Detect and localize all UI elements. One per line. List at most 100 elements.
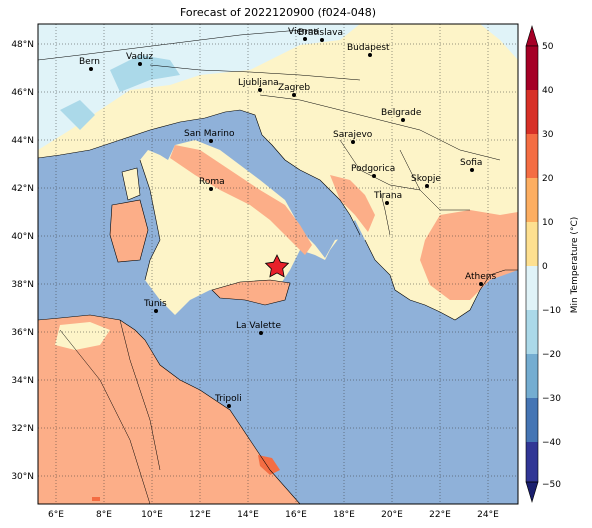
colorbar-segment xyxy=(526,310,538,354)
sea-region xyxy=(38,110,518,504)
city-skopje: Skopje xyxy=(411,174,441,188)
svg-text:Sarajevo: Sarajevo xyxy=(333,130,373,140)
svg-text:Vaduz: Vaduz xyxy=(126,52,153,62)
colorbar-segment xyxy=(526,134,538,178)
city-tirana: Tirana xyxy=(373,191,402,205)
svg-text:46°N: 46°N xyxy=(11,88,34,98)
svg-text:Ljubljana: Ljubljana xyxy=(238,78,279,88)
colorbar-segment xyxy=(526,398,538,442)
svg-text:Budapest: Budapest xyxy=(347,43,390,53)
svg-text:Podgorica: Podgorica xyxy=(351,164,395,174)
map-title: Forecast of 2022120900 (f024-048) xyxy=(179,6,377,19)
north-africa-land xyxy=(38,315,300,504)
svg-text:Zagreb: Zagreb xyxy=(278,83,310,93)
svg-text:42°N: 42°N xyxy=(11,184,34,194)
city-ljubljana: Ljubljana xyxy=(238,78,279,92)
svg-text:18°E: 18°E xyxy=(333,510,355,520)
colder-region-alps-2 xyxy=(60,100,95,130)
coastlines xyxy=(38,109,518,504)
svg-text:Bern: Bern xyxy=(79,57,100,67)
city-vienna: Vienna xyxy=(288,27,319,41)
svg-text:Vienna: Vienna xyxy=(288,27,319,37)
colorbar-segment xyxy=(526,354,538,398)
city-san-marino: San Marino xyxy=(184,129,235,143)
svg-text:10: 10 xyxy=(542,218,554,228)
sardinia xyxy=(110,200,148,262)
svg-text:20: 20 xyxy=(542,174,554,184)
svg-text:Bratislava: Bratislava xyxy=(298,28,343,38)
colorbar-top-arrow xyxy=(525,24,539,47)
warm-coast-italy xyxy=(170,145,312,255)
city-podgorica: Podgorica xyxy=(351,164,395,178)
cold-region-alps xyxy=(38,24,360,150)
warm-region-greece xyxy=(420,210,518,300)
colorbar-bottom-arrow xyxy=(525,481,539,504)
map-frame xyxy=(37,23,519,505)
tunisia-cooler xyxy=(55,322,110,350)
svg-text:0: 0 xyxy=(542,262,548,272)
colorbar-segment xyxy=(526,90,538,134)
city-sofia: Sofia xyxy=(460,158,482,172)
svg-text:50: 50 xyxy=(542,42,554,52)
svg-text:Tripoli: Tripoli xyxy=(214,394,242,404)
svg-text:Skopje: Skopje xyxy=(411,174,441,184)
svg-text:36°N: 36°N xyxy=(11,328,34,338)
cold-region-north xyxy=(480,24,518,60)
hot-spot-libya-2 xyxy=(92,497,100,501)
colorbar-segment xyxy=(526,266,538,310)
city-tripoli: Tripoli xyxy=(214,394,242,408)
svg-text:48°N: 48°N xyxy=(11,40,34,50)
city-roma: Roma xyxy=(199,177,225,191)
svg-text:44°N: 44°N xyxy=(11,136,34,146)
svg-text:Tirana: Tirana xyxy=(373,191,402,201)
svg-text:Belgrade: Belgrade xyxy=(381,108,422,118)
svg-text:30°N: 30°N xyxy=(11,472,34,482)
x-axis-ticks: 6°E 8°E 10°E 12°E 14°E 16°E 18°E 20°E 22… xyxy=(48,510,499,520)
city-athens: Athens xyxy=(465,272,496,286)
svg-text:14°E: 14°E xyxy=(237,510,259,520)
city-zagreb: Zagreb xyxy=(278,83,310,97)
map-area: Bern Vaduz Vienna Bratislava Budapest Lj… xyxy=(38,24,518,504)
svg-text:Tunis: Tunis xyxy=(143,299,167,309)
svg-text:−50: −50 xyxy=(542,480,561,490)
svg-text:Roma: Roma xyxy=(199,177,225,187)
svg-text:10°E: 10°E xyxy=(141,510,163,520)
colorbar-segment xyxy=(526,46,538,90)
svg-text:24°E: 24°E xyxy=(477,510,499,520)
colorbar: 50 40 30 20 10 0 −10 −20 −30 −40 −50 Min… xyxy=(525,24,580,504)
y-axis-ticks: 30°N 32°N 34°N 36°N 38°N 40°N 42°N 44°N … xyxy=(11,40,34,482)
svg-text:30: 30 xyxy=(542,130,554,140)
svg-text:San Marino: San Marino xyxy=(184,129,235,139)
svg-text:40: 40 xyxy=(542,86,554,96)
city-bratislava: Bratislava xyxy=(298,28,343,42)
country-borders xyxy=(38,29,501,504)
svg-text:40°N: 40°N xyxy=(11,232,34,242)
svg-text:32°N: 32°N xyxy=(11,424,34,434)
colorbar-tick-labels: 50 40 30 20 10 0 −10 −20 −30 −40 −50 xyxy=(542,42,561,490)
city-la-valette: La Valette xyxy=(236,321,281,335)
svg-text:Sofia: Sofia xyxy=(460,158,482,168)
location-star-marker xyxy=(264,254,290,278)
svg-text:12°E: 12°E xyxy=(189,510,211,520)
svg-text:−20: −20 xyxy=(542,350,561,360)
city-markers: Bern Vaduz Vienna Bratislava Budapest Lj… xyxy=(79,27,496,408)
svg-text:6°E: 6°E xyxy=(48,510,64,520)
gridlines xyxy=(38,24,518,504)
svg-text:34°N: 34°N xyxy=(11,376,34,386)
svg-text:La Valette: La Valette xyxy=(236,321,281,331)
city-sarajevo: Sarajevo xyxy=(333,130,373,144)
svg-text:−10: −10 xyxy=(542,306,561,316)
colorbar-segment xyxy=(526,222,538,266)
city-budapest: Budapest xyxy=(347,43,390,57)
colorbar-segment xyxy=(526,178,538,222)
svg-text:38°N: 38°N xyxy=(11,280,34,290)
city-vaduz: Vaduz xyxy=(126,52,153,66)
svg-text:20°E: 20°E xyxy=(381,510,403,520)
colorbar-label: Min Temperature (°C) xyxy=(570,217,580,314)
city-belgrade: Belgrade xyxy=(381,108,422,122)
colder-region-alps xyxy=(110,55,180,92)
colorbar-segment xyxy=(526,442,538,482)
city-tunis: Tunis xyxy=(143,299,167,313)
city-bern: Bern xyxy=(79,57,100,71)
svg-text:8°E: 8°E xyxy=(96,510,112,520)
